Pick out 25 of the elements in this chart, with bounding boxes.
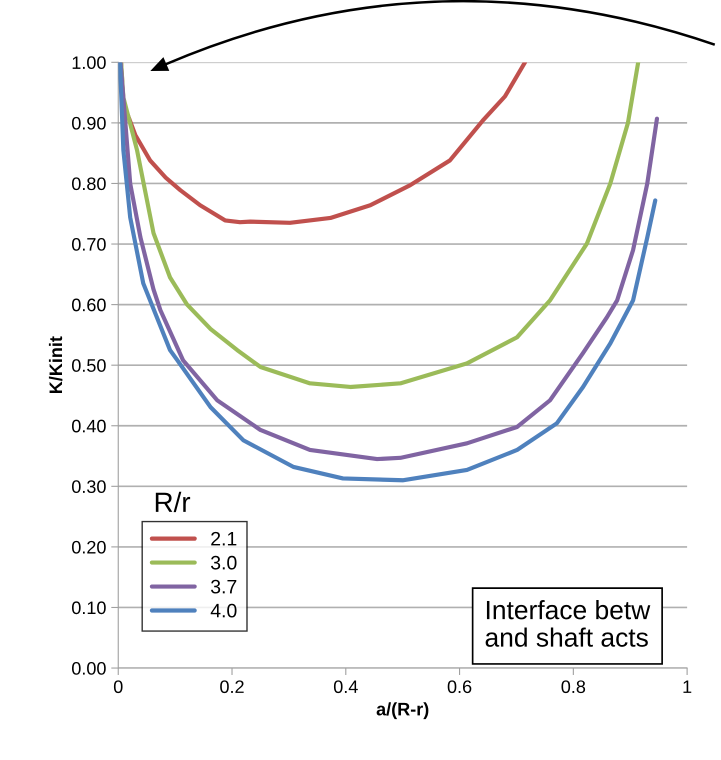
x-tick-label: 0.2 [220, 680, 244, 694]
y-tick-label: 0.20 [72, 540, 106, 554]
legend-label: 2.1 [211, 532, 236, 546]
x-tick-label: 1 [683, 680, 692, 693]
x-tick-label: 0 [114, 680, 123, 694]
y-tick-label: 0.50 [72, 359, 106, 372]
legend-label: 3.0 [210, 556, 237, 570]
legend-label: 3.7 [210, 580, 236, 594]
annotation: Interface betw and shaft acts [486, 600, 650, 647]
x-axis-title: a/(R-r) [376, 702, 428, 720]
y-tick-label: 0.10 [72, 601, 106, 614]
y-tick-label: 0.40 [72, 420, 106, 432]
y-tick-label: 0.60 [72, 298, 106, 312]
x-tick-label: 0.8 [561, 680, 586, 694]
y-tick-label: 0.90 [72, 116, 106, 130]
x-tick-label: 0.6 [448, 680, 472, 694]
legend-title: R/r [156, 492, 190, 512]
y-axis-title: K/Kinit [48, 336, 62, 394]
x-tick-label: 0.4 [334, 680, 358, 694]
y-tick-label: 0.70 [72, 238, 106, 251]
y-tick-label: 0.00 [72, 662, 106, 675]
y-tick-label: 0.80 [72, 177, 106, 190]
y-tick-label: 0.30 [72, 480, 106, 494]
legend-label: 4.0 [210, 604, 237, 618]
y-tick-label: 1.00 [72, 56, 106, 70]
